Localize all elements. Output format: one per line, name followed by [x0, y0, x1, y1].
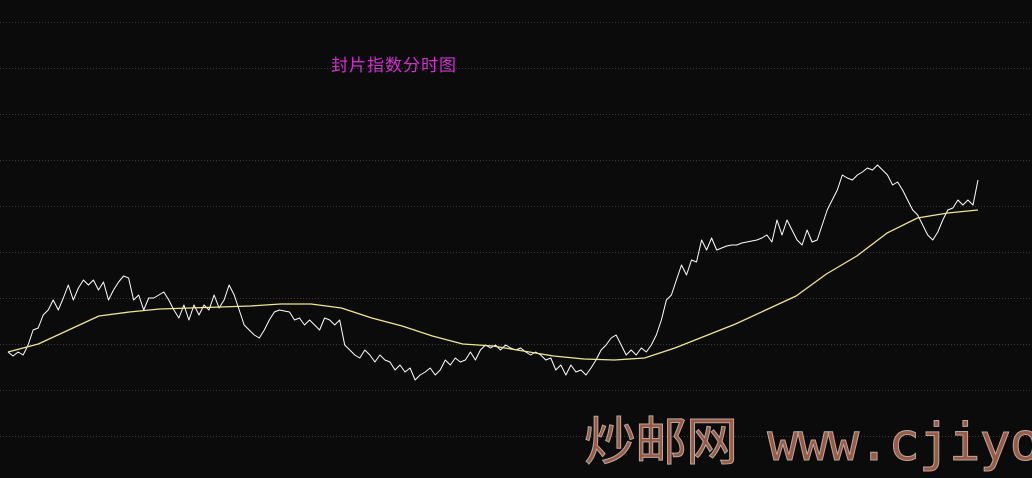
gridlines — [0, 22, 1032, 437]
average-line — [7, 209, 979, 361]
series-lines — [7, 164, 979, 381]
price-line — [7, 164, 979, 381]
chart-title: 封片指数分时图 — [331, 56, 457, 76]
watermark: 炒邮网 www.cjiyou.net — [584, 413, 1032, 474]
